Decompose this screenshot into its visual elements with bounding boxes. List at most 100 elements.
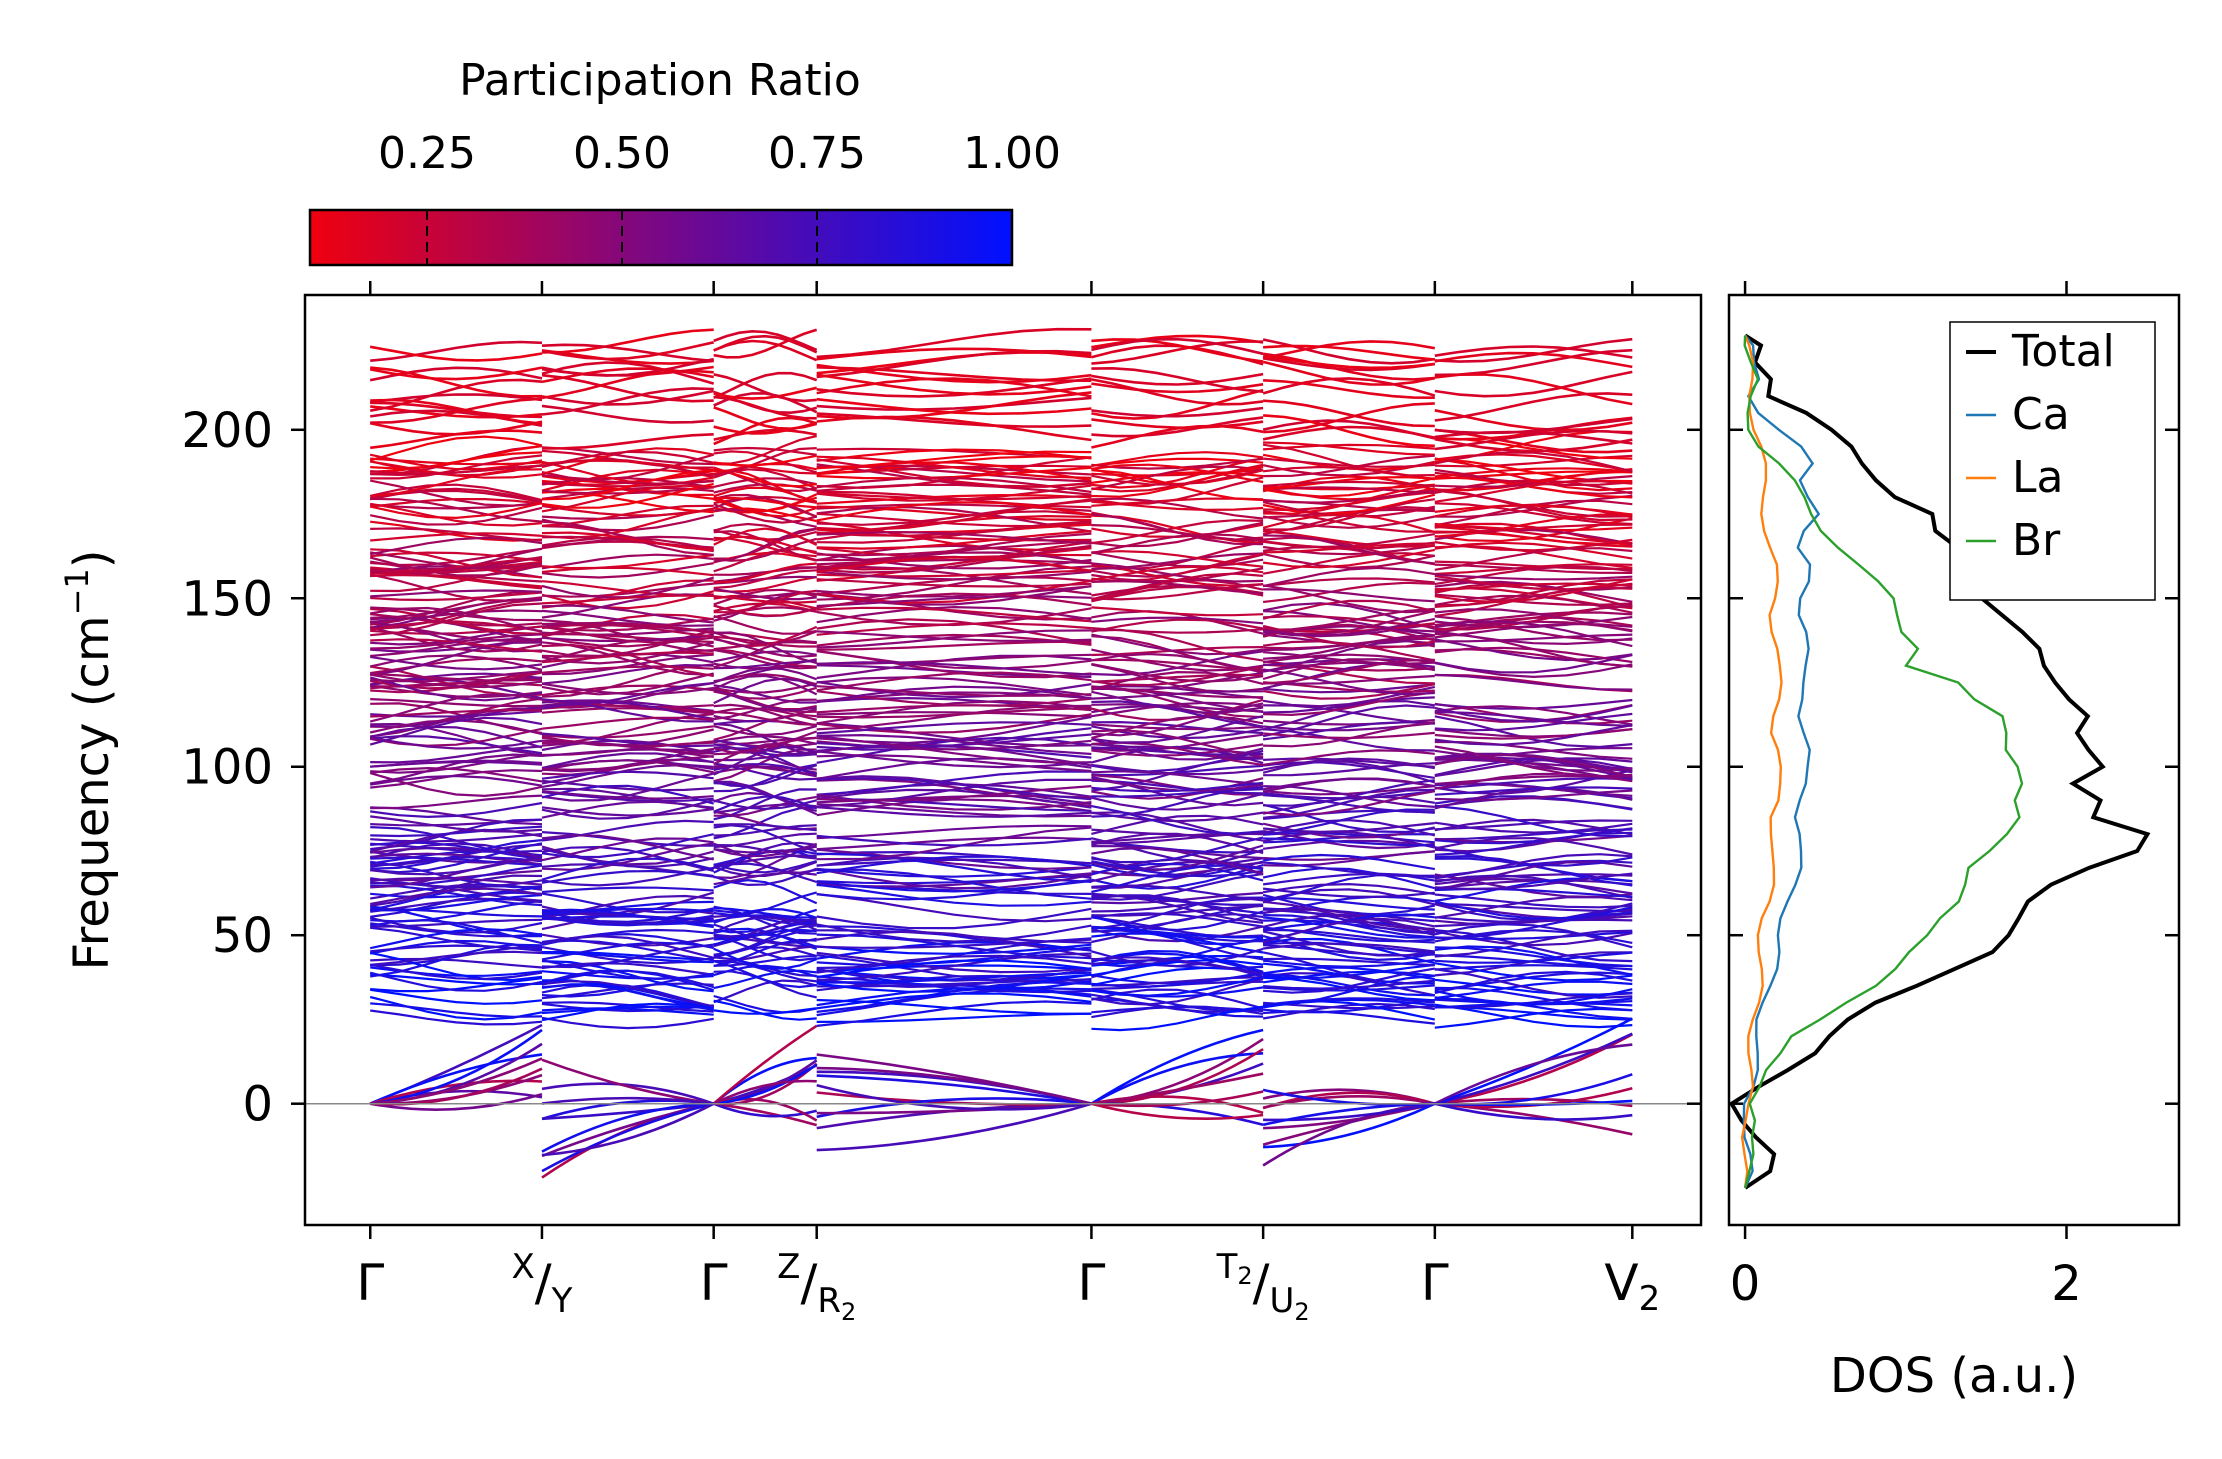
phonon-band (541, 643, 714, 678)
phonon-band (1434, 951, 1633, 964)
phonon-band (713, 428, 817, 441)
phonon-band (1091, 814, 1264, 835)
phonon-band (1091, 956, 1264, 975)
phonon-band (370, 760, 543, 768)
phonon-band (1434, 429, 1633, 451)
phonon-band (541, 468, 714, 501)
phonon-band (370, 670, 543, 683)
phonon-band (1434, 929, 1633, 963)
phonon-band (816, 676, 1092, 697)
phonon-band (1262, 867, 1436, 890)
phonon-band (541, 698, 714, 723)
phonon-band (1434, 710, 1633, 727)
phonon-band (1091, 860, 1264, 878)
dos-curve-br (1743, 335, 2024, 1189)
phonon-band (1434, 786, 1633, 796)
acoustic-branch (1434, 1032, 1633, 1105)
phonon-band (1434, 417, 1633, 435)
phonon-band (1091, 926, 1264, 939)
phonon-band (370, 393, 543, 404)
phonon-band (1091, 846, 1264, 875)
phonon-band (370, 766, 543, 783)
acoustic-branch (1262, 1102, 1435, 1167)
phonon-band (541, 834, 714, 861)
phonon-band (541, 433, 714, 450)
phonon-band (1434, 715, 1633, 749)
phonon-band (1434, 370, 1633, 398)
phonon-band (713, 493, 818, 513)
phonon-band (541, 486, 714, 500)
phonon-band (541, 389, 714, 406)
phonon-band (370, 655, 543, 671)
phonon-band (816, 867, 1092, 890)
phonon-band (1434, 962, 1633, 982)
phonon-band (1091, 388, 1264, 420)
phonon-band (541, 373, 714, 403)
phonon-band (1263, 998, 1435, 1014)
phonon-band (1262, 683, 1436, 700)
phonon-band (713, 947, 818, 970)
phonon-band (713, 667, 818, 684)
phonon-band (1263, 441, 1435, 456)
phonon-band (541, 404, 714, 424)
phonon-band (816, 653, 1092, 665)
phonon-band (1091, 457, 1264, 489)
phonon-band (1262, 998, 1435, 1007)
phonon-band (816, 685, 1092, 704)
phonon-band (816, 540, 1092, 571)
phonon-band (713, 486, 818, 504)
phonon-band (1434, 931, 1633, 941)
phonon-band (1262, 377, 1436, 397)
phonon-band (816, 750, 1092, 769)
phonon-band (1263, 984, 1435, 992)
k-point-label: Γ (1421, 1254, 1449, 1312)
phonon-band (1434, 392, 1633, 422)
phonon-band (1091, 378, 1264, 406)
phonon-band (1434, 836, 1633, 856)
phonon-band (541, 914, 714, 927)
phonon-band (370, 977, 543, 993)
phonon-band (816, 551, 1092, 572)
phonon-band (1091, 521, 1264, 548)
phonon-band (370, 557, 543, 575)
phonon-band (1263, 1001, 1435, 1010)
phonon-band (1434, 853, 1633, 880)
phonon-band (370, 573, 543, 590)
phonon-band (713, 373, 817, 403)
phonon-band (1434, 615, 1633, 629)
phonon-band (816, 630, 1092, 643)
phonon-band (370, 855, 543, 876)
phonon-band (1262, 917, 1436, 944)
phonon-band (1434, 902, 1633, 912)
phonon-band (1091, 457, 1264, 467)
phonon-band (1434, 872, 1633, 891)
phonon-band (816, 824, 1092, 840)
colorbar-tick-label: 0.25 (378, 128, 476, 179)
phonon-band (1263, 928, 1435, 944)
phonon-band (816, 971, 1092, 984)
phonon-band (370, 832, 543, 843)
phonon-band (1263, 967, 1435, 994)
phonon-band (1263, 784, 1435, 796)
phonon-band (713, 604, 817, 617)
phonon-band (1091, 947, 1264, 968)
phonon-band (713, 923, 817, 945)
phonon-band (1262, 513, 1436, 534)
phonon-band (713, 530, 817, 562)
phonon-band (1091, 952, 1264, 974)
k-point-label: Z/R2 (777, 1247, 856, 1326)
phonon-band (1262, 882, 1435, 896)
phonon-band (1434, 1003, 1633, 1029)
phonon-band (713, 746, 817, 771)
phonon-band (541, 806, 714, 817)
phonon-band (1091, 764, 1264, 777)
phonon-band (541, 833, 714, 859)
y-tick-label: 150 (181, 571, 273, 627)
phonon-band (370, 1009, 543, 1026)
phonon-band (1434, 578, 1633, 608)
phonon-band (541, 707, 714, 715)
phonon-band (816, 856, 1092, 880)
phonon-band (1434, 918, 1633, 928)
phonon-band (1434, 986, 1633, 1012)
phonon-band (541, 474, 714, 485)
